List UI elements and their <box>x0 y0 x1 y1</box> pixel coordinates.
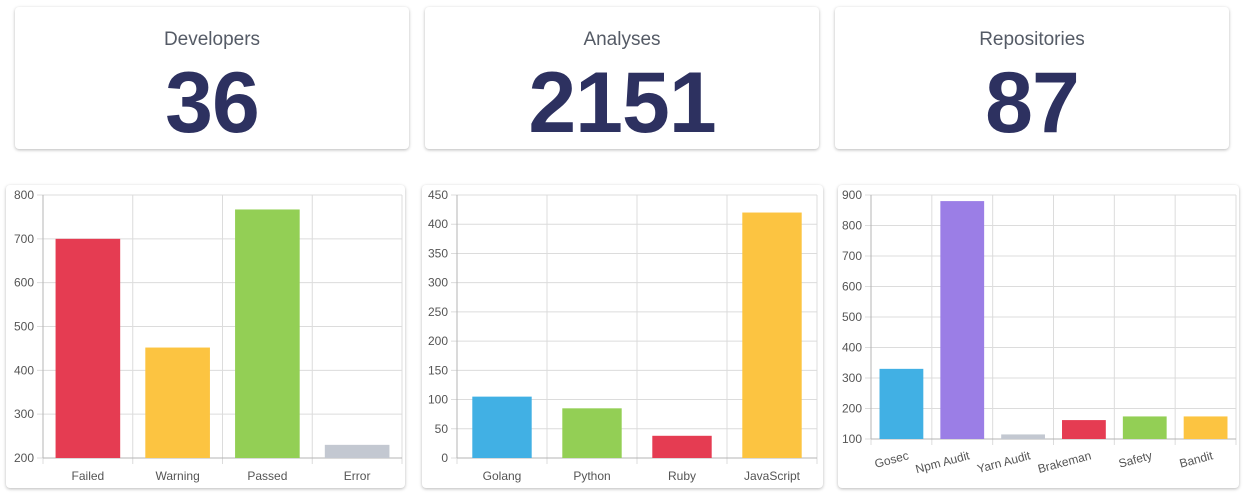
bar-npm-audit[interactable] <box>940 201 985 439</box>
x-tick-label-error: Error <box>344 469 371 483</box>
y-tick-label: 300 <box>14 407 34 421</box>
y-tick-label: 200 <box>428 334 448 348</box>
bar-javascript[interactable] <box>742 212 802 458</box>
y-tick-label: 400 <box>428 217 448 231</box>
developers-card: Developers 36 <box>15 7 409 149</box>
x-tick-label-yarn-audit: Yarn Audit <box>976 448 1033 476</box>
y-tick-label: 200 <box>14 451 34 465</box>
x-tick-label-ruby: Ruby <box>668 469 696 483</box>
x-tick-label-javascript: JavaScript <box>744 469 801 483</box>
bar-passed[interactable] <box>235 209 300 458</box>
y-tick-label: 500 <box>14 320 34 334</box>
y-tick-label: 250 <box>428 305 448 319</box>
x-tick-label-golang: Golang <box>483 469 522 483</box>
x-tick-label-bandit: Bandit <box>1178 448 1215 471</box>
y-tick-label: 100 <box>428 393 448 407</box>
y-tick-label: 800 <box>842 219 862 233</box>
tool-bar-chart: 100 200 300 400 500 600 700 800 900 Gosec Npm Audi… <box>842 188 1237 476</box>
bar-bandit[interactable] <box>1183 416 1228 439</box>
developers-title: Developers <box>163 29 261 50</box>
repositories-card: Repositories 87 <box>835 7 1229 149</box>
language-bar-chart: 0 50 100 150 200 250 300 350 400 450 Golang Python R… <box>428 188 818 483</box>
bar-gosec[interactable] <box>879 368 924 439</box>
y-tick-label: 600 <box>14 276 34 290</box>
y-tick-label: 800 <box>14 188 34 202</box>
y-tick-label: 300 <box>428 276 448 290</box>
x-tick-label-npm-audit: Npm Audit <box>914 448 972 476</box>
x-tick-label-warning: Warning <box>156 469 200 483</box>
status-chart-card: 200 300 400 500 600 700 800 Failed Warning Passed… <box>6 185 405 488</box>
bar-yarn-audit[interactable] <box>1001 434 1045 439</box>
repositories-value: 87 <box>985 55 1080 151</box>
y-tick-label: 100 <box>842 432 862 446</box>
y-tick-label: 700 <box>14 232 34 246</box>
y-tick-label: 200 <box>842 402 862 416</box>
bar-error[interactable] <box>324 444 390 458</box>
y-tick-label: 50 <box>435 422 449 436</box>
y-tick-label: 700 <box>842 249 862 263</box>
bar-brakeman[interactable] <box>1062 420 1106 439</box>
y-tick-label: 400 <box>842 341 862 355</box>
bar-warning[interactable] <box>145 347 210 458</box>
y-tick-label: 350 <box>428 246 448 260</box>
y-tick-label: 150 <box>428 363 448 377</box>
bar-safety[interactable] <box>1122 416 1167 439</box>
y-tick-label: 0 <box>441 451 448 465</box>
x-tick-label-brakeman: Brakeman <box>1036 448 1092 476</box>
x-tick-label-safety: Safety <box>1117 448 1153 470</box>
y-tick-label: 450 <box>428 188 448 202</box>
x-tick-label-python: Python <box>573 469 610 483</box>
x-tick-label-passed: Passed <box>247 469 287 483</box>
developers-value: 36 <box>165 55 260 151</box>
tool-chart-card: 100 200 300 400 500 600 700 800 900 Gosec Npm Audi… <box>838 185 1239 488</box>
repositories-title: Repositories <box>979 29 1085 50</box>
x-tick-label-gosec: Gosec <box>873 448 910 471</box>
bar-ruby[interactable] <box>652 435 712 458</box>
bar-python[interactable] <box>562 408 622 458</box>
language-chart-card: 0 50 100 150 200 250 300 350 400 450 Golang Python R… <box>422 185 823 488</box>
y-tick-label: 500 <box>842 310 862 324</box>
bar-failed[interactable] <box>55 238 121 458</box>
x-tick-label-failed: Failed <box>72 469 105 483</box>
y-tick-label: 900 <box>842 188 862 202</box>
bar-golang[interactable] <box>472 396 532 458</box>
y-tick-label: 400 <box>14 363 34 377</box>
analyses-card: Analyses 2151 <box>425 7 819 149</box>
status-bar-chart: 200 300 400 500 600 700 800 Failed Warning Passed… <box>14 188 403 483</box>
y-tick-label: 300 <box>842 371 862 385</box>
analyses-value: 2151 <box>528 55 716 151</box>
analyses-title: Analyses <box>583 29 661 50</box>
y-tick-label: 600 <box>842 280 862 294</box>
